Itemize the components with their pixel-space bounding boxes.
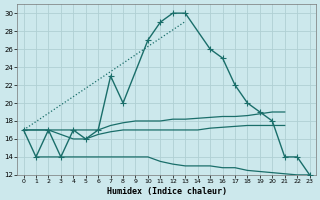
X-axis label: Humidex (Indice chaleur): Humidex (Indice chaleur) bbox=[107, 187, 227, 196]
